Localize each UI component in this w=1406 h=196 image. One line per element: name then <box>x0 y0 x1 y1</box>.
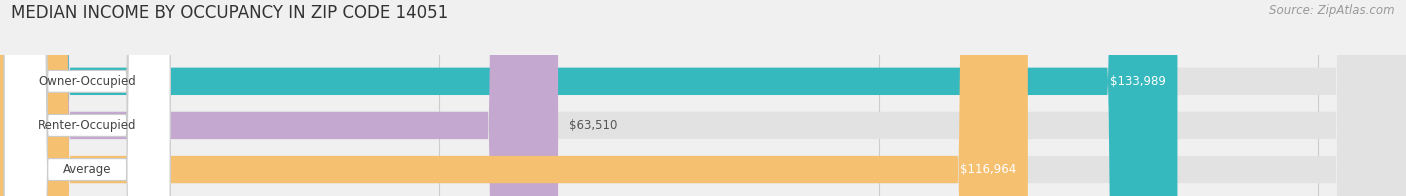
FancyBboxPatch shape <box>0 0 1177 196</box>
Text: Renter-Occupied: Renter-Occupied <box>38 119 136 132</box>
FancyBboxPatch shape <box>4 0 170 196</box>
Text: MEDIAN INCOME BY OCCUPANCY IN ZIP CODE 14051: MEDIAN INCOME BY OCCUPANCY IN ZIP CODE 1… <box>11 4 449 22</box>
FancyBboxPatch shape <box>0 0 1028 196</box>
FancyBboxPatch shape <box>4 0 170 196</box>
FancyBboxPatch shape <box>4 0 170 196</box>
Text: Average: Average <box>63 163 111 176</box>
Text: $133,989: $133,989 <box>1111 75 1166 88</box>
Text: Owner-Occupied: Owner-Occupied <box>38 75 136 88</box>
FancyBboxPatch shape <box>0 0 558 196</box>
Text: $63,510: $63,510 <box>569 119 617 132</box>
Text: Source: ZipAtlas.com: Source: ZipAtlas.com <box>1270 4 1395 17</box>
Text: $116,964: $116,964 <box>960 163 1017 176</box>
